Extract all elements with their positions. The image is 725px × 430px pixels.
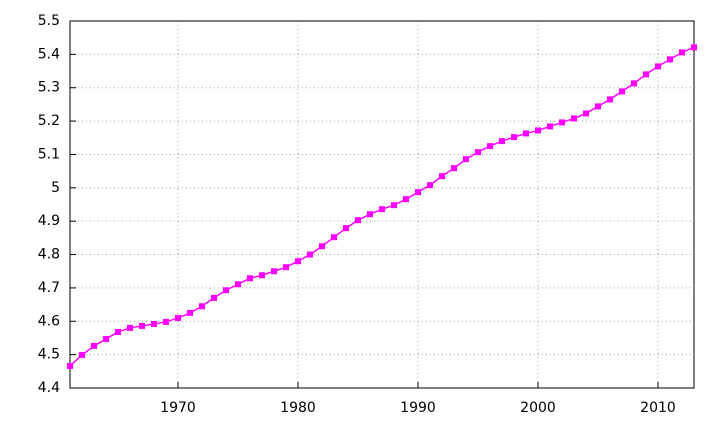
- x-tick-label: 1990: [400, 400, 436, 416]
- point: [67, 362, 73, 369]
- x-tick-label: 1980: [280, 400, 316, 416]
- point: [667, 56, 673, 63]
- y-tick-label: 5.5: [38, 13, 60, 29]
- point: [259, 272, 265, 279]
- point: [643, 71, 649, 78]
- point: [511, 134, 517, 141]
- point: [595, 103, 601, 110]
- y-tick-label: 5.2: [38, 113, 60, 129]
- y-tick-label: 5.4: [38, 46, 60, 62]
- point: [403, 196, 409, 203]
- point: [379, 206, 385, 213]
- point: [475, 149, 481, 156]
- point: [127, 324, 133, 331]
- y-tick-label: 5.3: [38, 80, 60, 96]
- point: [691, 44, 697, 51]
- y-tick-label: 4.4: [38, 380, 60, 396]
- point: [199, 303, 205, 310]
- point: [319, 243, 325, 250]
- point: [499, 138, 505, 145]
- point: [679, 49, 685, 56]
- point: [283, 264, 289, 271]
- point: [355, 217, 361, 224]
- point: [163, 318, 169, 325]
- point: [451, 165, 457, 172]
- y-tick-label: 4.9: [38, 213, 60, 229]
- point: [295, 258, 301, 265]
- point: [175, 314, 181, 321]
- point: [523, 130, 529, 137]
- point: [139, 322, 145, 329]
- point: [535, 127, 541, 134]
- point: [211, 294, 217, 301]
- point: [307, 251, 313, 258]
- point: [271, 268, 277, 275]
- point: [103, 335, 109, 342]
- point: [331, 234, 337, 241]
- point: [487, 143, 493, 150]
- x-tick-label: 2010: [640, 400, 676, 416]
- plot-frame: [69, 20, 695, 389]
- point: [415, 189, 421, 196]
- y-tick-label: 5.1: [38, 146, 60, 162]
- point: [631, 80, 637, 87]
- point: [607, 96, 613, 103]
- point: [235, 281, 241, 288]
- point: [547, 123, 553, 130]
- point: [427, 182, 433, 189]
- point: [463, 156, 469, 163]
- y-tick-label: 5: [51, 180, 60, 196]
- point: [79, 351, 85, 358]
- y-tick-label: 4.6: [38, 313, 60, 329]
- point: [439, 173, 445, 180]
- point: [559, 119, 565, 126]
- point: [391, 202, 397, 209]
- point: [151, 320, 157, 327]
- point: [655, 63, 661, 70]
- point: [223, 287, 229, 294]
- point: [247, 275, 253, 282]
- point: [91, 342, 97, 349]
- x-tick-label: 1970: [160, 400, 196, 416]
- y-tick-label: 4.7: [38, 280, 60, 296]
- point: [343, 225, 349, 232]
- point: [619, 88, 625, 95]
- point: [583, 110, 589, 117]
- point: [571, 115, 577, 122]
- point: [115, 328, 121, 335]
- y-tick-label: 4.8: [38, 247, 60, 263]
- y-tick-label: 4.5: [38, 347, 60, 363]
- point: [367, 211, 373, 218]
- point: [187, 309, 193, 316]
- x-tick-label: 2000: [520, 400, 556, 416]
